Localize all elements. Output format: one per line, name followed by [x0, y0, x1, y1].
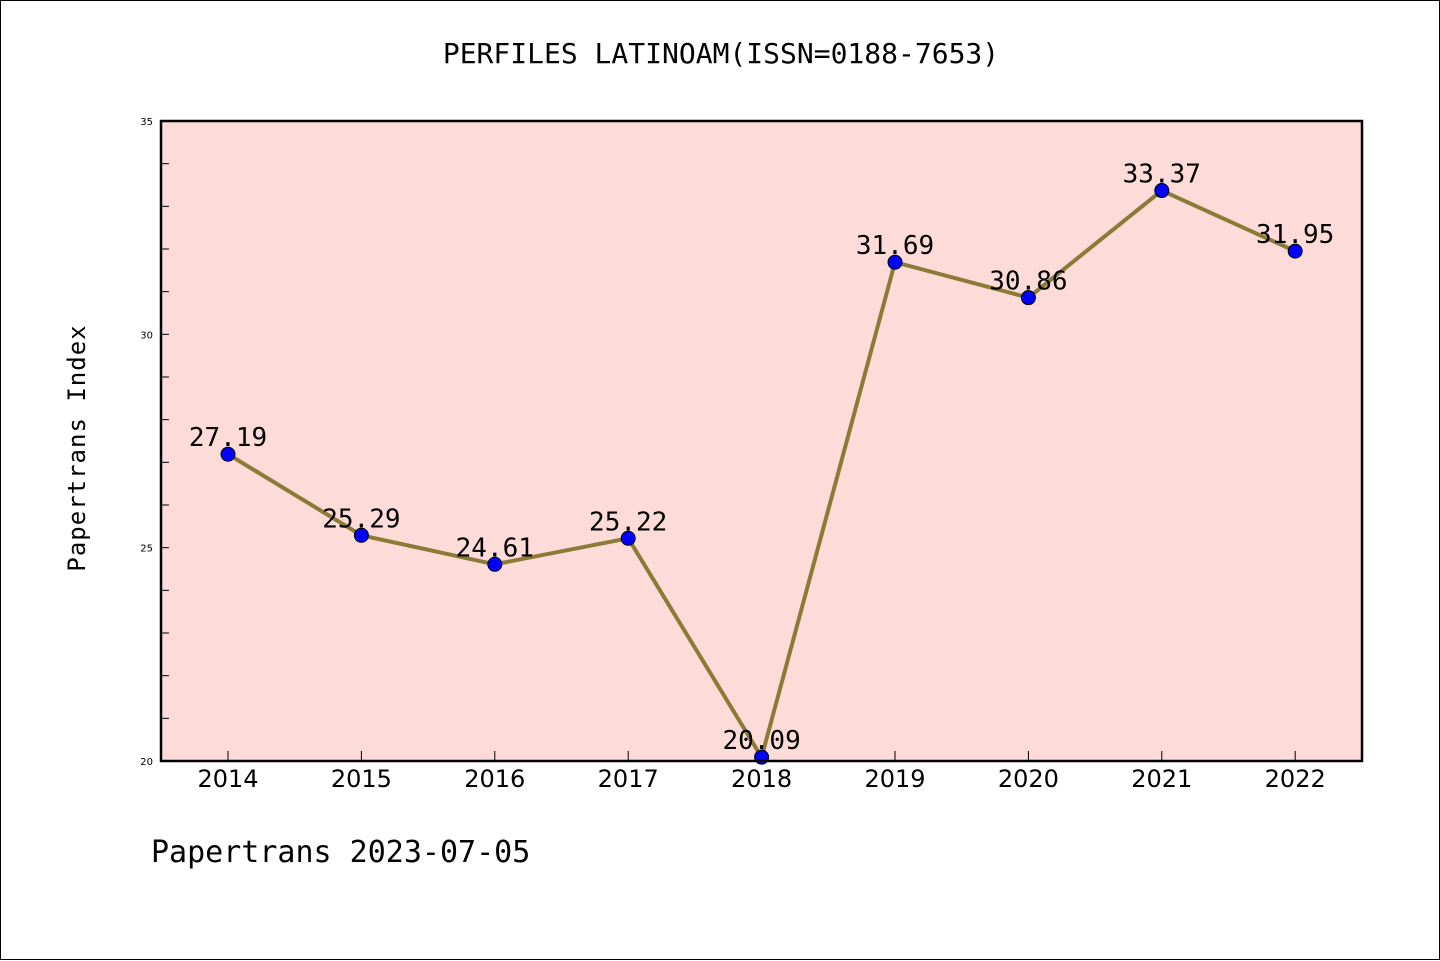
data-label: 24.61: [456, 533, 534, 563]
footer-date-text: Papertrans 2023-07-05: [151, 835, 531, 870]
x-tick-label: 2016: [464, 765, 525, 793]
data-label: 20.09: [722, 726, 800, 756]
data-label: 25.22: [589, 507, 667, 537]
data-point-marker: [1154, 183, 1170, 199]
data-point-marker: [487, 556, 503, 572]
x-tick-label: 2015: [331, 765, 392, 793]
data-label: 31.69: [856, 231, 934, 261]
y-tick-label: 25: [140, 544, 153, 555]
data-point-marker: [887, 254, 903, 270]
data-point-marker: [620, 530, 636, 546]
y-tick-label: 35: [140, 117, 153, 128]
data-point-marker: [1020, 290, 1036, 306]
data-point-marker: [220, 446, 236, 462]
x-tick-label: 2022: [1265, 765, 1326, 793]
data-label: 30.86: [989, 267, 1067, 297]
data-label: 25.29: [322, 504, 400, 534]
x-tick-label: 2018: [731, 765, 792, 793]
y-tick-label: 20: [140, 757, 153, 768]
x-tick-label: 2014: [197, 765, 258, 793]
plot-background: [161, 121, 1362, 761]
data-point-marker: [1287, 243, 1303, 259]
data-label: 27.19: [189, 423, 267, 453]
chart-title: PERFILES LATINOAM(ISSN=0188-7653): [442, 37, 1000, 70]
data-label: 31.95: [1256, 220, 1334, 250]
x-tick-label: 2017: [598, 765, 659, 793]
x-tick-label: 2019: [864, 765, 925, 793]
plot-frame: [159, 119, 1364, 763]
data-point-marker: [353, 527, 369, 543]
x-tick-label: 2020: [998, 765, 1059, 793]
x-tick-label: 2021: [1131, 765, 1192, 793]
y-tick-label: 30: [140, 330, 153, 341]
data-label: 33.37: [1123, 160, 1201, 190]
